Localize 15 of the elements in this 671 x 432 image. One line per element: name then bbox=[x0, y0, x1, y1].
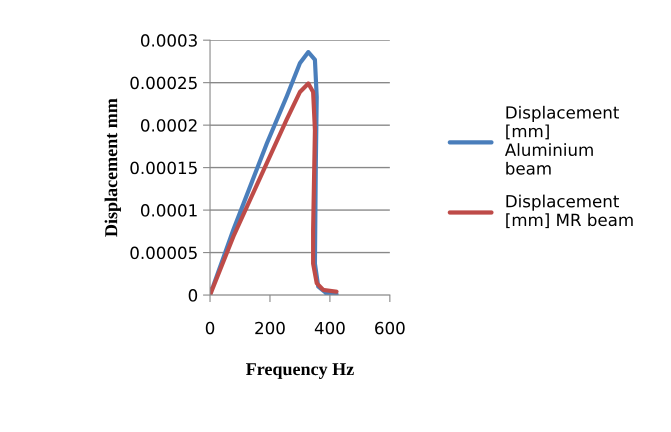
y-axis-title: Displacement mm bbox=[104, 98, 121, 237]
y-tick-label: 0.00025 bbox=[130, 76, 197, 90]
x-tick-label: 0 bbox=[206, 322, 214, 334]
y-tick-label: 0 bbox=[188, 289, 198, 302]
legend-label: Displacement [mm] Aluminium beam bbox=[504, 106, 619, 175]
y-tick-label: 0.0001 bbox=[141, 204, 197, 217]
y-tick-label: 0.00015 bbox=[130, 162, 197, 174]
x-tick-label: 600 bbox=[375, 322, 405, 334]
y-tick-label: 0.0002 bbox=[141, 119, 197, 132]
x-axis-title: Frequency Hz bbox=[246, 363, 354, 379]
x-tick-label: 400 bbox=[314, 322, 345, 334]
legend-label: Displacement [mm] MR beam bbox=[506, 194, 633, 228]
x-tick-label: 200 bbox=[255, 322, 285, 334]
y-tick-label: 0.00005 bbox=[130, 246, 197, 260]
y-tick-label: 0.0003 bbox=[141, 34, 197, 47]
